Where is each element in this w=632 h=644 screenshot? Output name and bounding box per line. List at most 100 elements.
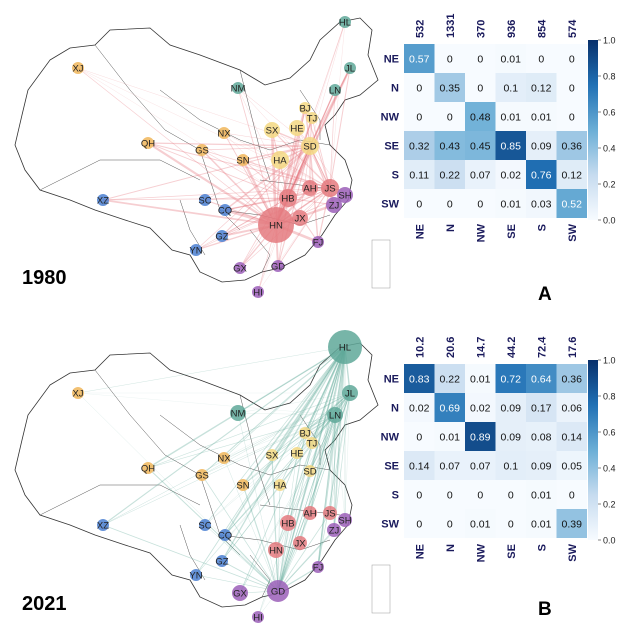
- col-label-n: N: [445, 544, 457, 552]
- heatmap-cell: [434, 451, 465, 480]
- node-label-jx: JX: [294, 214, 306, 225]
- row-label-s: S: [392, 170, 399, 182]
- column-total: 10.2: [414, 337, 426, 358]
- migration-edge: [271, 129, 331, 189]
- cell-value: 0: [416, 83, 422, 95]
- node-hb: [279, 189, 297, 207]
- col-label-nw: NW: [475, 223, 487, 242]
- colorbar-tick-label: 0.0: [603, 216, 616, 226]
- heatmap-cell: [434, 73, 465, 102]
- cell-value: 0.12: [531, 83, 552, 95]
- column-total: 17.6: [567, 337, 579, 358]
- migration-edge: [329, 21, 346, 189]
- cell-value: 0: [447, 199, 453, 211]
- year-label-1980: 1980: [22, 267, 67, 289]
- row-label-sw: SW: [381, 519, 399, 531]
- node-label-gx: GX: [233, 589, 247, 600]
- cell-value: 0: [569, 490, 575, 502]
- migration-edge: [147, 142, 331, 189]
- node-ah: [303, 506, 317, 520]
- migration-edge: [287, 145, 311, 199]
- cell-value: 0.01: [501, 54, 522, 66]
- node-label-bj: BJ: [299, 104, 310, 115]
- row-label-s: S: [392, 490, 399, 502]
- heatmap-cell: [495, 422, 526, 451]
- node-ah: [302, 180, 318, 196]
- node-jl: [344, 62, 356, 74]
- heatmap-cell: [434, 131, 465, 160]
- heatmap-cell: [556, 422, 587, 451]
- migration-edge: [334, 414, 346, 521]
- heatmap-cell: [465, 102, 496, 131]
- node-label-sd: SD: [303, 467, 316, 478]
- node-bj: [299, 102, 311, 114]
- migration-edge: [237, 87, 277, 226]
- migration-edge: [309, 414, 336, 514]
- migration-edge: [237, 412, 279, 592]
- row-label-se: SE: [384, 141, 399, 153]
- heatmap-cell: [434, 480, 465, 509]
- heatmap-cell: [465, 480, 496, 509]
- migration-edge: [279, 346, 346, 486]
- node-ha: [271, 151, 289, 169]
- migration-edge: [77, 346, 346, 394]
- heatmap-cell: [556, 189, 587, 218]
- node-gd: [267, 580, 289, 602]
- heatmap-cell: [404, 509, 435, 538]
- migration-edge: [201, 414, 336, 476]
- migration-edge: [277, 512, 311, 592]
- migration-edge: [237, 87, 311, 147]
- heatmap-cell: [495, 73, 526, 102]
- node-js: [323, 506, 337, 520]
- node-label-hl: HL: [339, 343, 351, 354]
- province-boundary: [249, 554, 271, 598]
- colorbar-tick-label: 0.4: [603, 144, 616, 154]
- node-label-xj: XJ: [72, 389, 83, 400]
- row-label-nw: NW: [381, 112, 400, 124]
- migration-edge: [257, 392, 351, 618]
- heatmap-cell: [434, 393, 465, 422]
- cell-value: 0.64: [531, 374, 552, 386]
- node-gx: [234, 262, 246, 274]
- migration-edge: [277, 145, 311, 267]
- node-label-he: HE: [290, 449, 303, 460]
- heatmap-cell: [556, 451, 587, 480]
- col-label-se: SE: [506, 224, 518, 239]
- migration-edge: [223, 132, 311, 147]
- node-qh: [142, 137, 154, 149]
- province-boundary: [269, 139, 331, 151]
- migration-edge: [239, 392, 351, 594]
- node-xj: [72, 387, 84, 399]
- heatmap-cell: [465, 131, 496, 160]
- node-label-hi: HI: [253, 288, 263, 299]
- node-sd: [304, 465, 316, 477]
- heatmap-cell: [526, 73, 557, 102]
- migration-edge: [224, 145, 311, 211]
- heatmap-cell: [526, 131, 557, 160]
- column-total: 44.2: [506, 337, 518, 358]
- migration-edge: [77, 67, 289, 199]
- migration-edge: [299, 414, 336, 544]
- migration-edge: [147, 467, 279, 592]
- heatmap-cell: [404, 102, 435, 131]
- migration-edge: [242, 159, 289, 199]
- cell-value: 0.07: [440, 461, 461, 473]
- cell-value: 0.14: [562, 432, 583, 444]
- heatmap-cell: [495, 189, 526, 218]
- heatmap-cell: [526, 44, 557, 73]
- cell-value: 0.45: [470, 141, 491, 153]
- node-label-gz: GZ: [215, 232, 228, 243]
- heatmap-cell: [556, 73, 587, 102]
- migration-edge: [242, 414, 336, 486]
- heatmap-cell: [434, 509, 465, 538]
- cell-value: 0: [416, 112, 422, 124]
- heatmap-cell: [556, 480, 587, 509]
- node-label-gx: GX: [233, 264, 247, 275]
- colorbar: [588, 360, 598, 540]
- cell-value: 0.17: [531, 403, 552, 415]
- node-label-hb: HB: [281, 519, 294, 530]
- cell-value: 0.07: [470, 461, 491, 473]
- heatmap-cell: [404, 131, 435, 160]
- cell-value: 0.76: [531, 170, 552, 182]
